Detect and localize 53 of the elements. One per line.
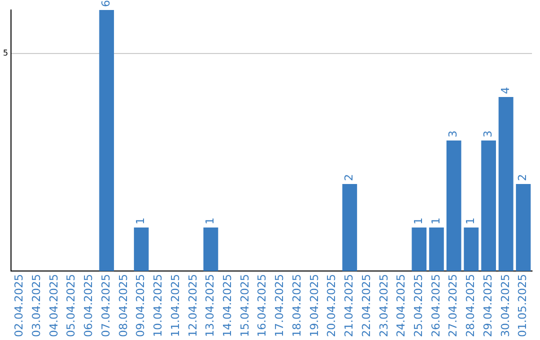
x-tick-label: 07.04.2025 (99, 274, 112, 338)
x-tick-label: 22.04.2025 (360, 274, 373, 338)
x-tick-label: 27.04.2025 (446, 274, 460, 338)
bar (99, 10, 114, 272)
x-tick-label: 13.04.2025 (204, 274, 217, 338)
x-tick-label: 19.04.2025 (308, 274, 321, 338)
x-tick-label: 09.04.2025 (134, 274, 148, 338)
data-label: 2 (516, 174, 530, 182)
x-tick-label: 20.04.2025 (325, 274, 338, 338)
data-label: 1 (412, 218, 425, 225)
x-tick-label: 30.04.2025 (498, 274, 512, 338)
x-tick-label: 14.04.2025 (220, 274, 234, 338)
bar (516, 184, 531, 272)
data-label: 3 (481, 130, 494, 138)
bar (446, 140, 462, 272)
bar (203, 228, 218, 272)
x-tick-label: 06.04.2025 (82, 274, 96, 338)
x-tick-label: 24.04.2025 (394, 274, 408, 338)
data-label: 1 (429, 218, 442, 225)
bar (464, 228, 479, 272)
x-tick-label: 08.04.2025 (116, 274, 130, 338)
data-label: 1 (464, 218, 478, 225)
data-label: 1 (204, 218, 217, 225)
x-tick-label: 10.04.2025 (152, 274, 165, 338)
bar (481, 140, 496, 272)
bar (498, 97, 514, 272)
x-tick-label: 23.04.2025 (377, 274, 390, 338)
bar (429, 228, 444, 272)
x-tick-label: 26.04.2025 (429, 274, 442, 338)
bar (134, 228, 149, 272)
x-tick-label: 21.04.2025 (342, 274, 356, 338)
x-tick-label: 15.04.2025 (238, 274, 252, 338)
x-tick-label: 17.04.2025 (273, 274, 286, 338)
bar (342, 184, 358, 272)
x-tick-label: 12.04.2025 (186, 274, 200, 338)
data-label: 3 (446, 130, 460, 138)
x-tick-label: 11.04.2025 (168, 274, 182, 338)
x-tick-label: 02.04.2025 (12, 274, 26, 338)
data-label: 2 (342, 174, 356, 182)
x-tick-label: 18.04.2025 (290, 274, 304, 338)
data-label: 4 (498, 87, 512, 94)
data-label: 1 (134, 218, 148, 225)
data-label: 6 (99, 0, 112, 7)
x-tick-label: 29.04.2025 (481, 274, 494, 338)
y-tick-label: 5 (2, 48, 8, 58)
x-tick-label: 16.04.2025 (256, 274, 269, 338)
x-tick-label: 01.05.2025 (516, 274, 530, 338)
x-tick-label: 05.04.2025 (64, 274, 78, 338)
x-tick-label: 04.04.2025 (47, 274, 60, 338)
x-tick-label: 28.04.2025 (464, 274, 478, 338)
bar (412, 228, 427, 272)
x-tick-label: 25.04.2025 (412, 274, 425, 338)
x-tick-label: 03.04.2025 (30, 274, 43, 338)
